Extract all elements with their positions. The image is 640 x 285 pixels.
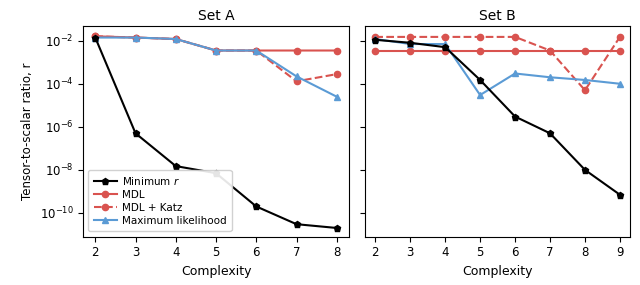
MDL + Katz [406,35,414,38]
Line: MDL + Katz: MDL + Katz [92,33,340,84]
MDL [616,49,624,52]
Minimum $r$ [511,115,519,118]
Maximum likelihood [511,72,519,75]
MDL + Katz [371,35,379,38]
MDL [333,49,340,52]
Minimum $r$ [212,172,220,175]
Maximum likelihood [371,37,379,41]
MDL + Katz [252,49,260,52]
Maximum likelihood [546,76,554,79]
MDL + Katz [132,36,140,39]
Maximum likelihood [92,36,99,39]
MDL + Katz [172,37,180,41]
MDL [511,49,519,52]
MDL + Katz [442,35,449,38]
Maximum likelihood [172,37,180,41]
Legend: Minimum $r$, MDL, MDL + Katz, Maximum likelihood: Minimum $r$, MDL, MDL + Katz, Maximum li… [88,170,232,231]
Maximum likelihood [333,95,340,98]
Maximum likelihood [212,49,220,52]
Line: Maximum likelihood: Maximum likelihood [92,34,340,100]
Title: Set B: Set B [479,9,516,23]
MDL [92,34,99,38]
Minimum $r$ [406,41,414,44]
Minimum $r$ [546,132,554,135]
MDL [546,49,554,52]
Maximum likelihood [442,42,449,46]
MDL [581,49,589,52]
Line: Minimum $r$: Minimum $r$ [372,37,623,198]
Line: MDL: MDL [92,33,340,54]
MDL + Katz [476,35,484,38]
Minimum $r$ [172,164,180,168]
MDL + Katz [92,34,99,38]
MDL [212,49,220,52]
MDL + Katz [333,72,340,76]
Line: Maximum likelihood: Maximum likelihood [372,36,623,98]
MDL + Katz [546,49,554,52]
MDL [172,37,180,41]
MDL [292,49,300,52]
Minimum $r$ [476,78,484,82]
MDL [476,49,484,52]
Minimum $r$ [581,168,589,172]
Minimum $r$ [292,223,300,226]
MDL [132,36,140,39]
MDL [252,49,260,52]
Minimum $r$ [442,46,449,49]
X-axis label: Complexity: Complexity [180,265,252,278]
MDL + Katz [581,89,589,92]
MDL [406,49,414,52]
Y-axis label: Tensor-to-scalar ratio, r: Tensor-to-scalar ratio, r [21,62,34,200]
MDL + Katz [212,49,220,52]
Minimum $r$ [132,132,140,135]
MDL + Katz [292,80,300,83]
Minimum $r$ [252,205,260,208]
Minimum $r$ [333,226,340,230]
Line: Minimum $r$: Minimum $r$ [92,34,340,231]
Line: MDL + Katz: MDL + Katz [372,34,623,93]
Minimum $r$ [371,38,379,42]
Maximum likelihood [476,93,484,97]
Maximum likelihood [581,78,589,82]
MDL + Katz [616,35,624,38]
Maximum likelihood [252,49,260,52]
Minimum $r$ [92,36,99,39]
Maximum likelihood [292,75,300,78]
Minimum $r$ [616,193,624,196]
Line: MDL: MDL [372,47,623,54]
MDL [442,49,449,52]
MDL [371,49,379,52]
MDL + Katz [511,35,519,38]
X-axis label: Complexity: Complexity [462,265,533,278]
Maximum likelihood [616,82,624,86]
Maximum likelihood [132,36,140,39]
Maximum likelihood [406,42,414,46]
Title: Set A: Set A [198,9,234,23]
